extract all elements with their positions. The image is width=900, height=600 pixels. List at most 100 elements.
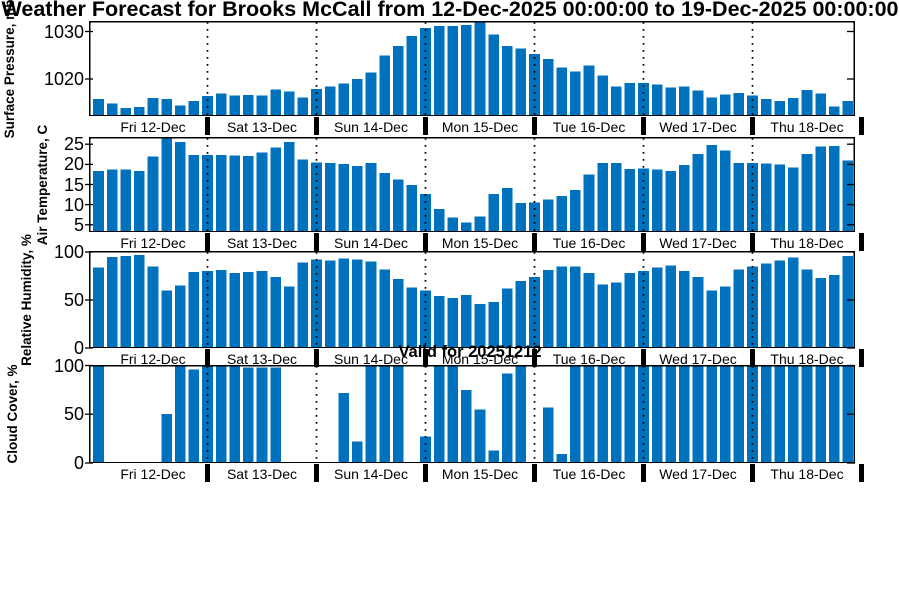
- relative-humidity-bar: [270, 276, 281, 348]
- air-temperature-bar: [515, 203, 527, 232]
- day-divider: [423, 464, 428, 482]
- relative-humidity-bar: [338, 258, 350, 348]
- surface-pressure-bar: [597, 75, 608, 117]
- air-temperature-bar: [529, 202, 540, 232]
- cloud-cover-bar: [474, 409, 486, 463]
- surface-pressure-bar: [801, 89, 813, 117]
- day-label: Sun 14-Dec: [334, 119, 408, 135]
- cloud-cover-bar: [815, 365, 826, 463]
- surface-pressure-bar: [774, 100, 786, 116]
- surface-pressure-bar: [610, 86, 622, 116]
- cloud-cover-bar: [270, 367, 281, 463]
- air-temperature-bar: [665, 170, 677, 232]
- day-divider: [205, 233, 210, 251]
- relative-humidity-bar: [610, 282, 622, 348]
- relative-humidity-bar: [719, 286, 731, 348]
- day-label: Tue 16-Dec: [552, 351, 626, 367]
- air-temperature-bar: [93, 171, 104, 232]
- cloud-cover-bar: [215, 365, 227, 463]
- air-temperature-bar: [215, 155, 227, 232]
- air-temperature-bar: [842, 160, 854, 232]
- air-temperature-bar: [774, 164, 786, 232]
- air-temperature-bar: [243, 155, 254, 232]
- relative-humidity-bar: [542, 270, 554, 348]
- cloud-cover-bar: [174, 365, 186, 463]
- cloud-cover-bar: [447, 365, 459, 463]
- air-temperature-bar: [692, 153, 704, 232]
- relative-humidity-bar: [379, 269, 390, 348]
- air-temperature-bar: [788, 167, 799, 232]
- air-temperature-bar: [406, 184, 418, 232]
- relative-humidity-bar: [161, 290, 172, 348]
- cloud-cover-bar: [760, 365, 772, 463]
- cloud-cover-bar: [624, 365, 636, 463]
- air-temperature-bar: [610, 162, 622, 232]
- surface-pressure-bar: [529, 53, 540, 116]
- air-temperature-bar: [433, 209, 445, 232]
- day-divider: [641, 117, 646, 135]
- air-temperature-bar: [461, 222, 472, 232]
- day-label: Fri 12-Dec: [120, 466, 186, 482]
- air-temperature-bar: [283, 141, 295, 232]
- air-temperature-frame: [88, 136, 856, 233]
- air-temperature-bar: [379, 173, 390, 232]
- surface-pressure-bar: [297, 97, 309, 116]
- cloud-cover-bar: [161, 414, 172, 463]
- day-label: Wed 17-Dec: [659, 351, 737, 367]
- relative-humidity-bar: [93, 267, 104, 348]
- air-temperature-bar: [188, 155, 200, 232]
- surface-pressure-bar: [665, 87, 677, 116]
- relative-humidity-bar: [461, 295, 472, 348]
- cloud-cover-bar: [679, 365, 690, 463]
- surface-pressure-bar: [243, 95, 254, 116]
- day-divider: [859, 349, 864, 367]
- day-label: Mon 15-Dec: [441, 235, 519, 251]
- air-temperature-bar: [679, 164, 690, 232]
- day-label: Sat 13-Dec: [226, 466, 298, 482]
- surface-pressure-bar: [488, 34, 499, 116]
- day-label: Fri 12-Dec: [120, 119, 186, 135]
- relative-humidity-bar: [256, 271, 268, 348]
- cloud-cover-bar: [420, 436, 431, 463]
- y-tick-label: 5: [73, 214, 84, 235]
- cloud-cover-bar: [392, 365, 404, 463]
- air-temperature-bar: [719, 150, 731, 232]
- relative-humidity-bar: [774, 260, 786, 348]
- cloud-cover-bar: [256, 367, 268, 463]
- day-label: Thu 18-Dec: [770, 235, 844, 251]
- surface-pressure-bar: [379, 55, 390, 116]
- cloud-cover-bar: [188, 369, 200, 463]
- relative-humidity-bar: [556, 266, 568, 348]
- surface-pressure-bar: [815, 93, 826, 116]
- day-divider: [205, 349, 210, 367]
- day-label: Thu 18-Dec: [770, 466, 844, 482]
- day-label: Wed 17-Dec: [659, 119, 737, 135]
- relative-humidity-bar: [788, 257, 799, 348]
- surface-pressure-bar: [556, 67, 568, 116]
- surface-pressure-bar: [174, 105, 186, 116]
- day-label: Tue 16-Dec: [552, 235, 626, 251]
- relative-humidity-bar: [679, 271, 690, 348]
- surface-pressure-bar: [719, 94, 731, 117]
- day-divider: [423, 117, 428, 135]
- day-divider: [750, 117, 755, 135]
- y-tick-label: 1030: [43, 21, 84, 42]
- air-temperature-bar: [420, 194, 431, 232]
- air-temperature-bar: [638, 168, 649, 232]
- relative-humidity-bar: [406, 287, 418, 348]
- relative-humidity-bar: [106, 256, 118, 348]
- surface-pressure-bar: [134, 106, 145, 116]
- relative-humidity-bar: [570, 266, 581, 348]
- relative-humidity-bar: [665, 265, 677, 348]
- day-divider: [750, 233, 755, 251]
- surface-pressure-bar: [474, 21, 486, 117]
- air-temperature-bar: [474, 216, 486, 232]
- day-divider: [423, 233, 428, 251]
- surface-pressure-bar: [842, 100, 854, 116]
- day-label: Tue 16-Dec: [552, 466, 626, 482]
- surface-pressure-bar: [760, 98, 772, 116]
- day-label: Wed 17-Dec: [659, 466, 737, 482]
- cloud-cover-bar: [515, 365, 527, 463]
- air-temperature-bar: [352, 165, 363, 232]
- y-tick-label: 20: [63, 154, 84, 175]
